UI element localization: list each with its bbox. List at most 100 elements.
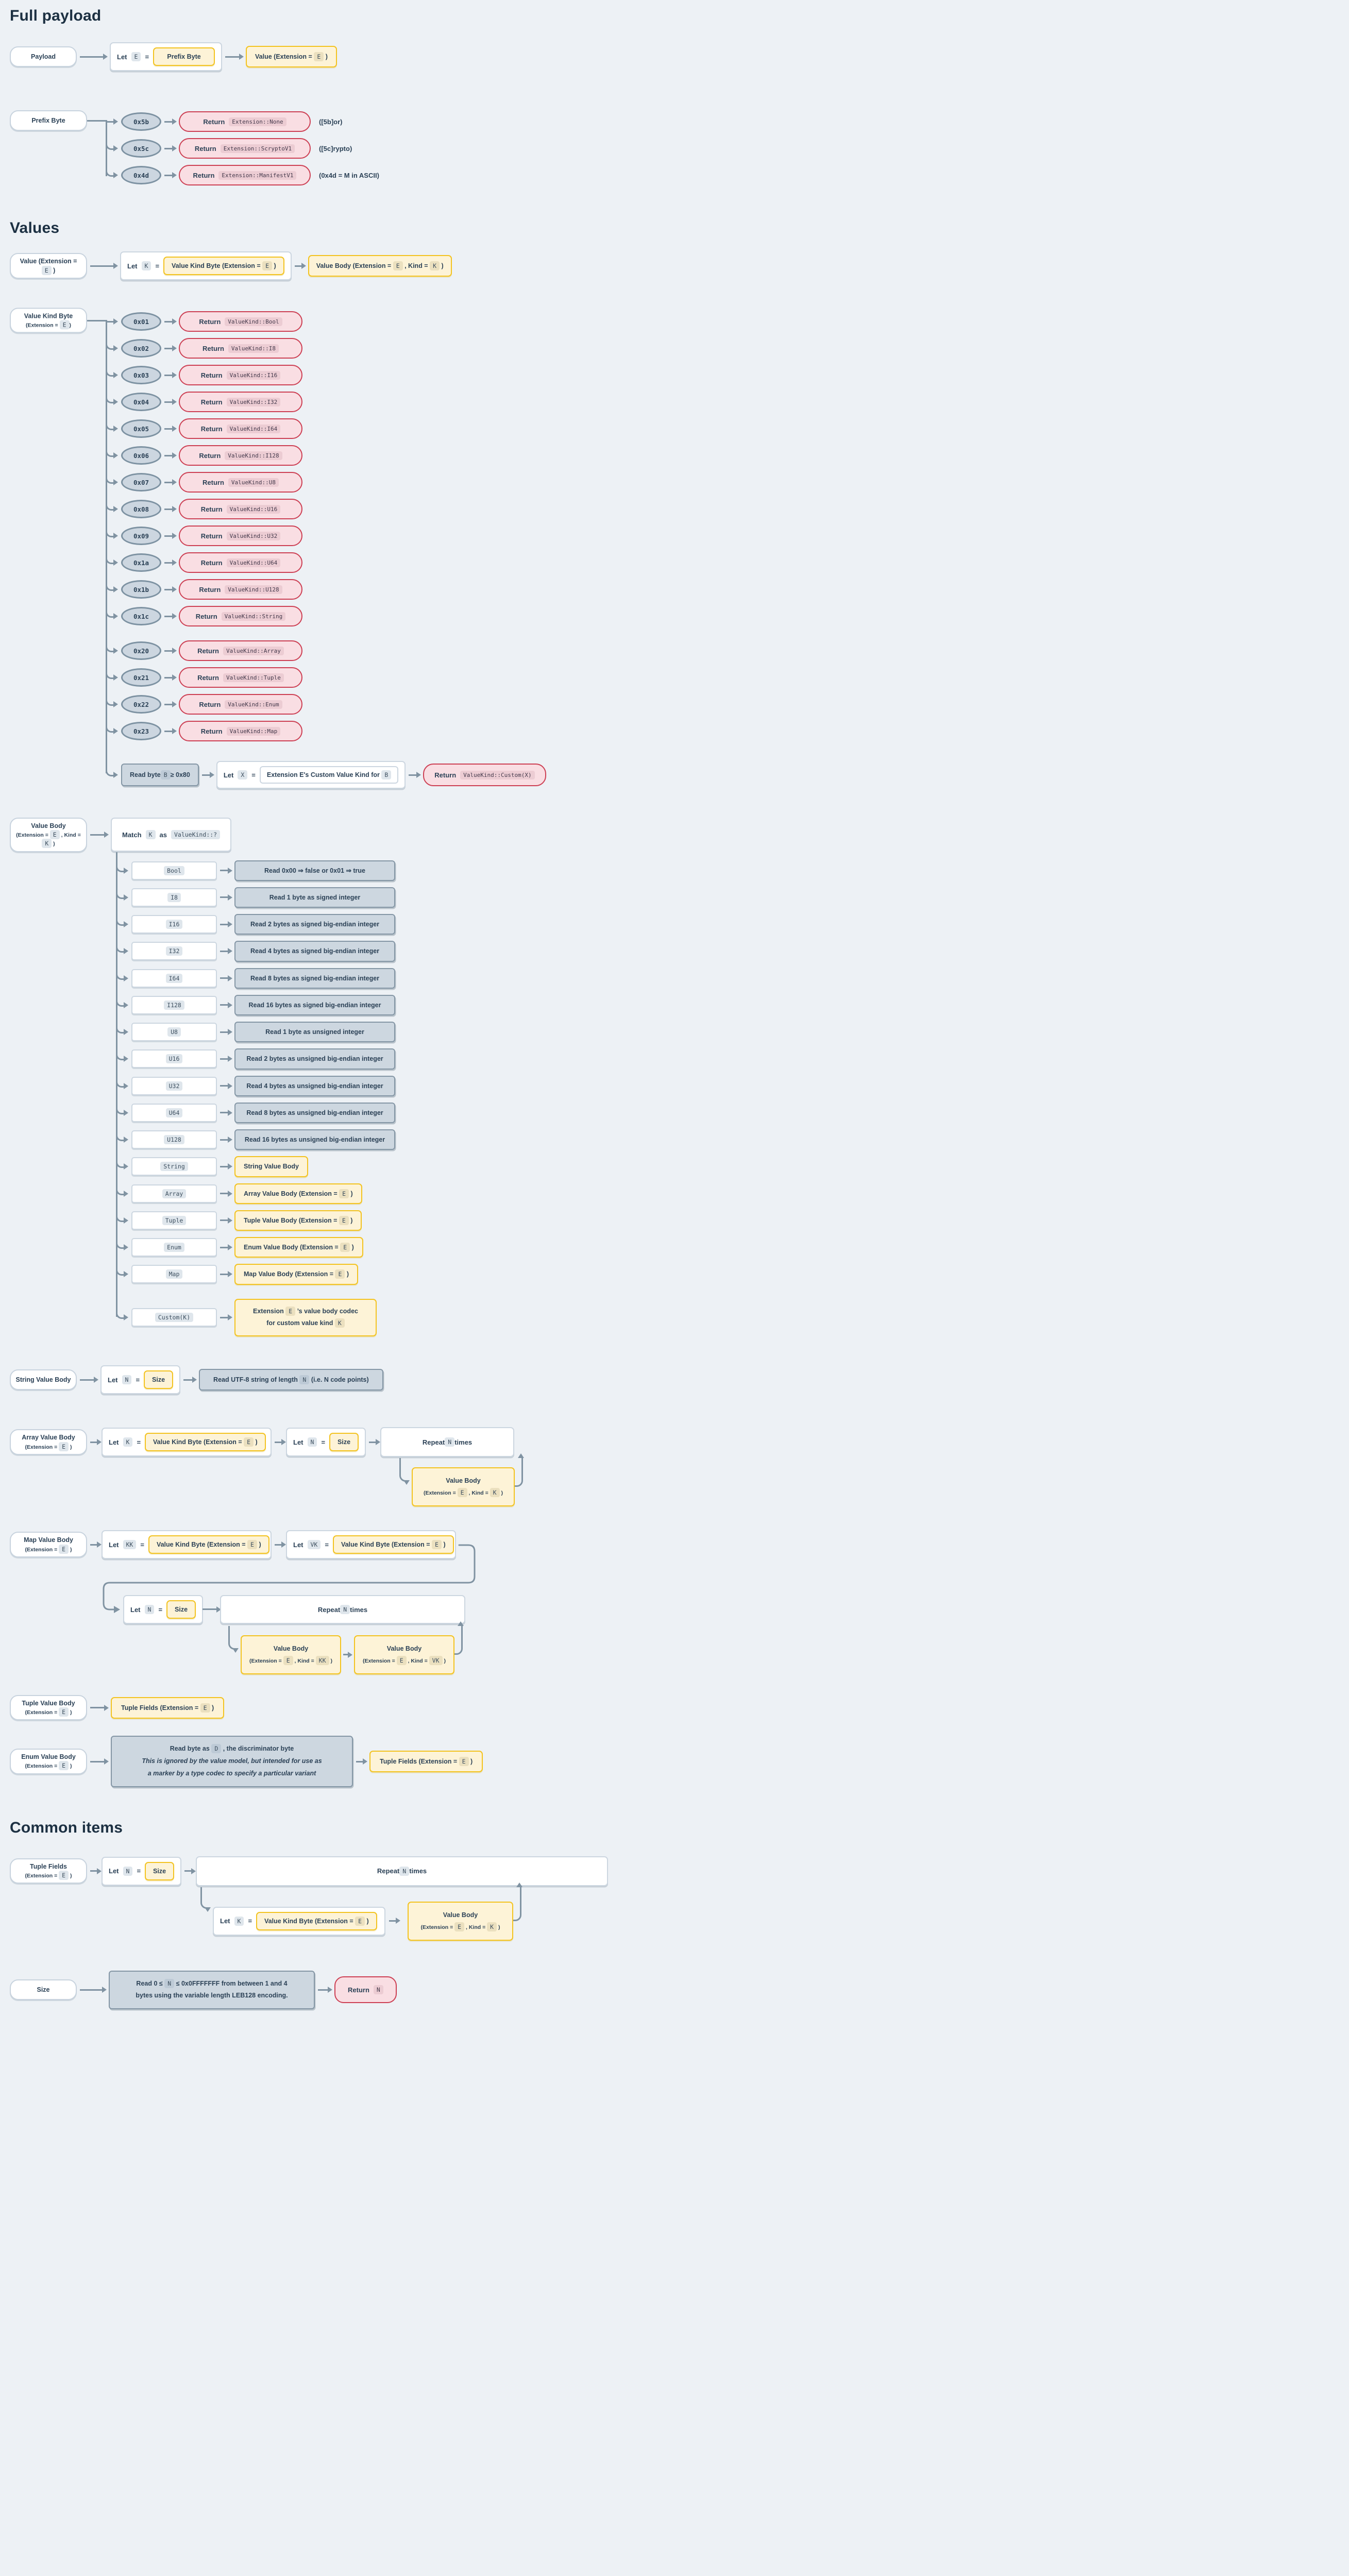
code-chip: ValueKind::Array [223, 646, 284, 655]
code-chip: ValueKind::I8 [228, 344, 279, 353]
match-result: Read 8 bytes as signed big-endian intege… [234, 968, 395, 989]
flow-arrow [90, 1870, 97, 1872]
var-chip: E [262, 261, 273, 270]
value-pill: Value (Extension = E ) [10, 252, 87, 279]
let-keyword: Let [293, 1540, 303, 1549]
kind-chip: U128 [164, 1135, 184, 1145]
flow-arrow [164, 650, 173, 652]
full-payload-flow: Payload Let E = Prefix Byte Value (Exten… [10, 42, 664, 71]
let-keyword: Let [109, 1540, 119, 1549]
branch-note: ([5b]or) [319, 117, 343, 126]
branch-row: 0x01 Return ValueKind::Bool [106, 311, 664, 332]
custom-kind-row: Read byte B ≥ 0x80 Let X = Extension E's… [106, 761, 664, 789]
kind-node: Tuple [131, 1211, 217, 1230]
equals-sign: = [158, 1605, 163, 1614]
pill-line2: (Extension = E) [25, 320, 72, 330]
byte-ellipse: 0x1b [121, 580, 161, 599]
pill-label: String Value Body [15, 1376, 71, 1383]
flow-arrow [220, 1112, 228, 1114]
loop-return-connector [513, 1882, 522, 1921]
var-chip: E [459, 1757, 469, 1767]
var-chip: K [487, 1922, 497, 1931]
flow-arrow [220, 1031, 228, 1033]
kind-node: Bool [131, 861, 217, 880]
value-body-group: Value Body (Extension = E , Kind = K ) M… [10, 818, 664, 1337]
flow-arrow [220, 1085, 228, 1087]
let-prefix-box: Let E = Prefix Byte [110, 42, 223, 71]
return-pill: Return ValueKind::Tuple [179, 667, 302, 688]
tuple-fields-row: Tuple Fields (Extension = E ) Let N = Si… [10, 1856, 664, 1886]
code-chip: ValueKind::U64 [226, 558, 281, 567]
loop-body-box: Value Body (Extension = E , Kind = K ) [412, 1467, 515, 1507]
diagram-canvas: Full payload Payload Let E = Prefix Byte… [0, 0, 674, 2041]
let-vk-box: Let VK = Value Kind Byte (Extension = E … [286, 1530, 456, 1560]
branch-row: 0x07 Return ValueKind::U8 [106, 472, 664, 493]
match-row: I128 Read 16 bytes as signed big-endian … [116, 994, 664, 1016]
kind-chip: I32 [165, 946, 183, 956]
var-chip: E [59, 1442, 69, 1451]
flow-arrow [225, 56, 240, 58]
var-chip: E [454, 1922, 465, 1931]
let-kk-box: Let KK = Value Kind Byte (Extension = E … [102, 1530, 272, 1560]
flow-arrow [90, 1544, 97, 1546]
byte-ellipse: 0x21 [121, 668, 161, 687]
return-pill: Return ValueKind::Array [179, 640, 302, 661]
kind-chip: Array [162, 1189, 187, 1198]
var-chip: K [334, 1318, 345, 1328]
kind-chip: String [160, 1162, 188, 1172]
repeat-box: Repeat N times [196, 1856, 609, 1886]
match-result: Array Value Body (Extension = E ) [234, 1183, 362, 1204]
size-call-box: Size [145, 1861, 175, 1880]
prefix-byte-group: Prefix Byte 0x5b Return Extension::None … [10, 110, 664, 185]
flow-arrow [164, 401, 173, 403]
loop-enter-connector [399, 1458, 410, 1485]
code-chip: ValueKind::I128 [225, 451, 282, 460]
kind-chip: I64 [165, 973, 183, 983]
return-pill: Return ValueKind::U64 [179, 552, 302, 573]
let-keyword: Let [220, 1917, 230, 1925]
match-result: Read 16 bytes as unsigned big-endian int… [234, 1129, 395, 1150]
var-chip: VK [307, 1540, 321, 1550]
byte-ellipse: 0x22 [121, 695, 161, 714]
var-chip: K [490, 1487, 500, 1497]
return-pill: Return Extension::ScryptoV1 [179, 138, 311, 159]
kind-node: I16 [131, 915, 217, 934]
pill-line1: Value Body [31, 822, 66, 829]
let-k-box: Let K = Value Kind Byte (Extension = E ) [213, 1906, 385, 1936]
value-body-call-box: Value Body (Extension = E , Kind = K ) [308, 255, 452, 277]
kind-chip: Bool [164, 866, 184, 875]
let-keyword: Let [127, 262, 138, 270]
pill-line2: (Extension = E , Kind = K ) [16, 830, 81, 849]
var-chip: N [164, 1978, 175, 1988]
var-chip: E [340, 1243, 350, 1252]
match-row: U64 Read 8 bytes as unsigned big-endian … [116, 1102, 664, 1124]
var-chip: E [283, 1655, 293, 1665]
return-pill: Return N [334, 1976, 397, 2004]
byte-ellipse: 0x07 [121, 473, 161, 492]
var-chip: N [340, 1605, 350, 1615]
var-chip: E [339, 1189, 349, 1198]
loop-line2: (Extension = E , Kind = KK ) [249, 1655, 332, 1665]
match-row: Bool Read 0x00 ⇒ false or 0x01 ⇒ true [116, 860, 664, 881]
loop-body-box: Value Body (Extension = E , Kind = K ) [408, 1901, 513, 1941]
match-row: Tuple Tuple Value Body (Extension = E ) [116, 1210, 664, 1231]
loop-return-connector [454, 1621, 464, 1655]
match-result: Tuple Value Body (Extension = E ) [234, 1210, 362, 1231]
code-chip: ValueKind::Tuple [223, 673, 284, 682]
let-keyword: Let [109, 1867, 119, 1875]
section-title-common-items: Common items [10, 1819, 123, 1836]
kind-chip: Map [165, 1269, 183, 1279]
return-pill: Return ValueKind::I8 [179, 338, 302, 359]
branch-row: 0x1b Return ValueKind::U128 [106, 579, 664, 600]
flow-arrow [90, 1441, 97, 1443]
return-pill: Return ValueKind::Enum [179, 694, 302, 715]
let-n-box: Let N = Size [286, 1428, 366, 1457]
byte-ellipse: 0x03 [121, 366, 161, 384]
loop-enter-connector [200, 1887, 211, 1912]
branch-note: ([5c]rypto) [319, 144, 352, 152]
flow-arrow [220, 1273, 228, 1275]
equals-sign: = [251, 771, 256, 779]
branch-note: (0x4d = M in ASCII) [319, 171, 379, 179]
kind-node: Array [131, 1184, 217, 1203]
match-result: Read 1 byte as unsigned integer [234, 1022, 395, 1043]
